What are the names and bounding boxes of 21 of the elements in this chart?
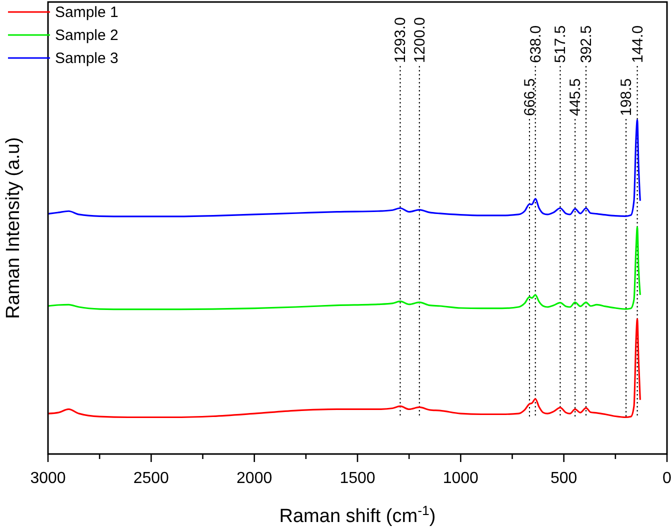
x-tick-label: 0	[662, 470, 671, 487]
x-tick-label: 1500	[340, 470, 376, 487]
x-tick-label: 3000	[30, 470, 66, 487]
ref-line-label: 1200.0	[411, 17, 428, 63]
ref-line-label: 198.5	[618, 78, 636, 116]
legend-label: Sample 2	[55, 27, 118, 44]
ref-line-label: 517.5	[552, 25, 570, 63]
ref-line-label: 638.0	[527, 25, 544, 63]
x-tick-label: 500	[550, 470, 578, 487]
ref-line-label: 1293.0	[392, 17, 410, 63]
x-tick-label: 2000	[236, 470, 272, 487]
ref-line-label: 144.0	[629, 25, 646, 63]
ref-line-label: 666.5	[521, 78, 538, 116]
ref-line-label: 392.5	[578, 25, 596, 63]
x-tick-label: 2500	[133, 470, 170, 487]
legend-label: Sample 1	[55, 4, 118, 21]
legend-label: Sample 3	[55, 50, 118, 67]
x-tick-label: 1000	[442, 470, 479, 487]
y-axis-title: Raman Intensity (a.u)	[3, 137, 24, 319]
x-axis-title: Raman shift (cm$^{-1}$)	[279, 502, 436, 527]
ref-line-label: 445.5	[567, 78, 584, 116]
